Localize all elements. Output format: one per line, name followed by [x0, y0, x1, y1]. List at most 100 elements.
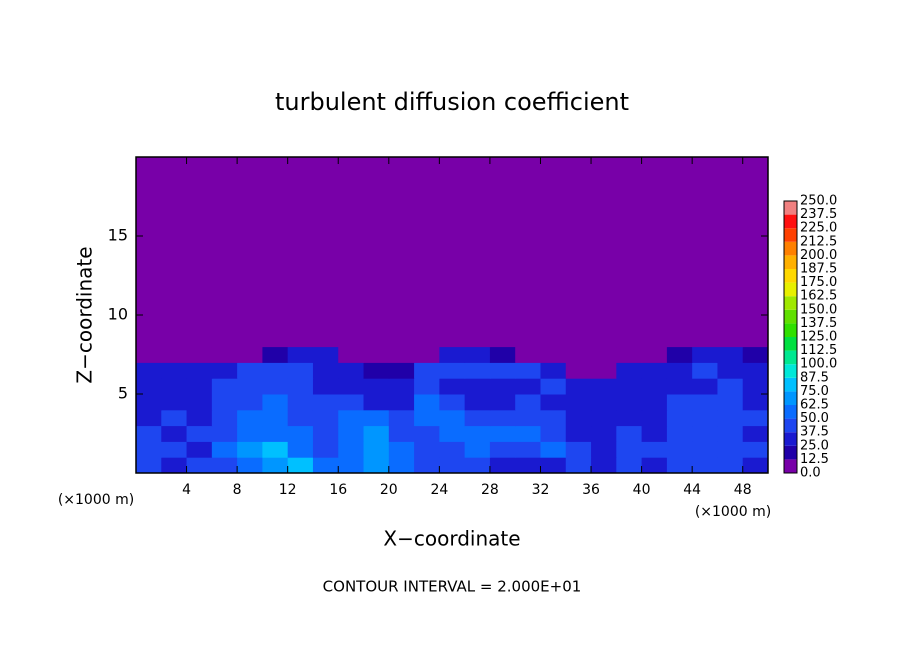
- cell: [262, 346, 289, 363]
- cell: [439, 157, 466, 348]
- footnote: CONTOUR INTERVAL = 2.000E+01: [323, 578, 582, 596]
- x-tick-label: 4: [182, 482, 191, 498]
- colorbar-label: 137.5: [800, 316, 837, 331]
- cell: [363, 441, 390, 458]
- cell: [312, 346, 339, 363]
- x-tick-label: 40: [633, 482, 651, 498]
- cell: [692, 425, 718, 442]
- colorbar-segment: [784, 405, 797, 419]
- colorbar-segment: [784, 377, 797, 392]
- cell: [136, 346, 162, 363]
- cell: [312, 457, 339, 474]
- cell: [591, 378, 617, 395]
- cell: [641, 346, 668, 363]
- cell: [641, 457, 668, 474]
- cell: [540, 409, 567, 427]
- cell: [742, 394, 769, 411]
- colorbar-label: 100.0: [800, 357, 837, 372]
- cell: [515, 409, 541, 427]
- cell: [641, 157, 668, 348]
- cell: [717, 346, 744, 363]
- cell: [338, 409, 365, 427]
- cell: [388, 409, 415, 427]
- cell: [692, 409, 718, 427]
- cell: [439, 409, 466, 427]
- cell: [616, 441, 643, 458]
- cell: [692, 362, 718, 379]
- cell: [666, 441, 693, 458]
- cell: [186, 362, 213, 379]
- cell: [666, 409, 693, 427]
- x-tick-label: 32: [532, 482, 550, 498]
- colorbar-segment: [784, 296, 797, 310]
- cell: [717, 425, 744, 442]
- colorbar-label: 12.5: [800, 452, 829, 467]
- cell: [616, 157, 643, 348]
- cell: [136, 425, 162, 442]
- colorbar-label: 50.0: [800, 411, 829, 426]
- cell: [515, 362, 541, 379]
- colorbar-frame: [783, 200, 798, 474]
- cell: [186, 409, 213, 427]
- cell: [565, 457, 592, 474]
- cell: [388, 394, 415, 411]
- cell: [591, 425, 617, 442]
- cell: [211, 457, 238, 474]
- colorbar-segment: [784, 228, 797, 242]
- cell: [287, 157, 314, 348]
- cell: [439, 425, 466, 442]
- cell: [363, 378, 390, 395]
- colorbar-label: 212.5: [800, 234, 837, 249]
- cell: [515, 157, 541, 348]
- cell: [591, 457, 617, 474]
- cell: [464, 441, 491, 458]
- cell: [338, 378, 365, 395]
- cell: [414, 378, 440, 395]
- cell: [237, 441, 263, 458]
- cell: [692, 378, 718, 395]
- cell: [616, 362, 643, 379]
- cell: [439, 362, 466, 379]
- cell: [641, 425, 668, 442]
- cell: [565, 378, 592, 395]
- cell: [591, 157, 617, 348]
- cell: [717, 441, 744, 458]
- cell: [515, 457, 541, 474]
- cell: [616, 425, 643, 442]
- colorbar-segment: [784, 269, 797, 283]
- cell: [565, 425, 592, 442]
- x-tick-label: 8: [233, 482, 242, 498]
- x-tick-label: 28: [481, 482, 499, 498]
- cell: [591, 394, 617, 411]
- cell: [717, 362, 744, 379]
- cell: [287, 425, 314, 442]
- cell: [161, 362, 188, 379]
- cell: [363, 409, 390, 427]
- cell: [211, 378, 238, 395]
- cell: [237, 378, 263, 395]
- cell: [692, 157, 718, 348]
- cell: [666, 425, 693, 442]
- y-unit: (×1000 m): [58, 492, 134, 508]
- cell: [161, 157, 188, 348]
- cell: [312, 441, 339, 458]
- cell: [717, 409, 744, 427]
- cell: [136, 457, 162, 474]
- cell: [464, 346, 491, 363]
- cell: [489, 157, 516, 348]
- cell: [237, 394, 263, 411]
- colorbar-segment: [784, 323, 797, 337]
- y-tick-label: 15: [108, 226, 128, 245]
- cell: [565, 441, 592, 458]
- cell: [237, 409, 263, 427]
- cell: [464, 157, 491, 348]
- colorbar-segment: [784, 432, 797, 446]
- colorbar-label: 187.5: [800, 262, 837, 277]
- colorbar-label: 0.0: [800, 466, 821, 481]
- cell: [312, 425, 339, 442]
- cell: [136, 394, 162, 411]
- cell: [262, 378, 289, 395]
- cell: [312, 394, 339, 411]
- cell: [363, 362, 390, 379]
- colorbar-label: 62.5: [800, 398, 829, 413]
